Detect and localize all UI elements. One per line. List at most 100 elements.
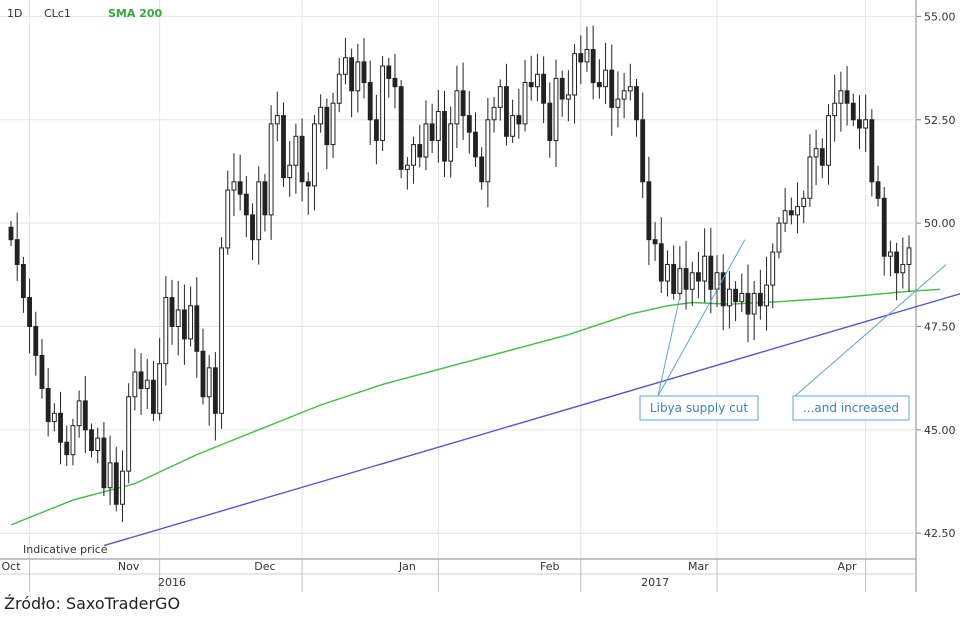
candle-34 — [219, 237, 224, 429]
annotation-text-1: ...and increased — [803, 401, 899, 415]
candle-body-81 — [510, 115, 516, 137]
candle-94 — [590, 25, 596, 100]
candle-body-59 — [373, 119, 379, 141]
candle-40 — [256, 166, 262, 265]
candle-body-103 — [646, 181, 652, 241]
candle-65 — [411, 136, 416, 184]
candle-body-120 — [751, 292, 757, 315]
candle-body-105 — [658, 243, 664, 282]
candle-body-131 — [819, 148, 825, 166]
candle-128 — [801, 190, 807, 224]
candle-97 — [609, 44, 615, 136]
candle-89 — [559, 70, 565, 117]
month-separators — [29, 0, 867, 592]
candle-81 — [510, 99, 516, 143]
candle-57 — [361, 38, 367, 99]
candle-1 — [14, 212, 20, 281]
candle-51 — [324, 98, 330, 170]
candle-body-10 — [70, 425, 76, 456]
candle-4 — [33, 311, 39, 376]
candle-80 — [504, 63, 509, 146]
candle-2 — [20, 256, 26, 313]
candle-139 — [869, 109, 875, 197]
x-month-label-1: Nov — [118, 560, 140, 573]
candle-3 — [27, 278, 32, 354]
candle-body-43 — [274, 115, 280, 125]
candle-105 — [658, 217, 664, 293]
candle-body-83 — [522, 82, 528, 125]
candle-86 — [541, 56, 547, 124]
x-month-label-3: Jan — [398, 560, 416, 573]
candle-138 — [863, 94, 869, 152]
candle-75 — [473, 112, 478, 167]
candle-30 — [194, 277, 200, 378]
candle-body-125 — [782, 210, 788, 224]
candle-140 — [875, 165, 881, 207]
candle-131 — [819, 138, 825, 179]
candle-11 — [76, 390, 82, 438]
candle-19 — [126, 383, 132, 484]
candle-body-24 — [157, 363, 163, 414]
candle-124 — [776, 216, 782, 259]
candle-100 — [627, 63, 633, 101]
candle-body-26 — [169, 297, 175, 327]
x-month-label-2: Dec — [254, 560, 275, 573]
candle-body-6 — [45, 387, 51, 423]
candle-28 — [181, 284, 187, 365]
candle-7 — [51, 403, 57, 432]
candle-74 — [466, 91, 472, 154]
candle-body-124 — [776, 222, 782, 253]
header-interval: 1D — [7, 7, 22, 20]
candle-48 — [305, 172, 311, 215]
candle-68 — [429, 103, 435, 154]
candle-body-108 — [677, 268, 683, 294]
candle-129 — [807, 134, 813, 208]
candle-body-53 — [336, 73, 342, 104]
candle-61 — [386, 57, 392, 98]
candle-body-73 — [460, 90, 466, 117]
candle-body-113 — [708, 255, 714, 290]
candle-126 — [788, 197, 794, 225]
candle-body-140 — [875, 181, 881, 199]
candle-49 — [312, 115, 317, 211]
candle-98 — [615, 71, 621, 128]
candle-79 — [497, 79, 503, 121]
candle-27 — [175, 281, 181, 356]
annotation-box-0 — [639, 395, 759, 421]
candle-body-2 — [20, 263, 26, 299]
candle-body-1 — [14, 239, 20, 265]
candle-143 — [894, 242, 900, 301]
candle-92 — [578, 35, 584, 85]
candle-body-75 — [473, 131, 478, 158]
candle-78 — [491, 96, 497, 133]
candle-106 — [665, 250, 670, 297]
candle-15 — [101, 421, 107, 497]
candle-9 — [64, 425, 70, 466]
candle-body-58 — [367, 82, 373, 121]
candle-body-134 — [838, 90, 844, 104]
candle-body-42 — [268, 123, 274, 216]
candle-108 — [677, 246, 683, 301]
candle-body-109 — [683, 268, 689, 290]
annotation-text-0: Libya supply cut — [650, 401, 748, 415]
candle-8 — [58, 391, 63, 465]
candle-64 — [404, 157, 410, 190]
candle-90 — [565, 70, 571, 122]
candle-body-25 — [163, 297, 169, 365]
candle-133 — [832, 74, 838, 142]
candle-body-97 — [609, 69, 615, 108]
annotation-pointer-0-0 — [657, 296, 681, 397]
candle-body-66 — [417, 144, 423, 158]
x-month-label-5: Mar — [688, 560, 709, 573]
candle-132 — [826, 104, 831, 185]
candle-body-71 — [448, 123, 454, 162]
candle-122 — [764, 256, 769, 331]
sma-200-line — [10, 288, 941, 526]
sma-200-path — [10, 288, 941, 526]
candle-95 — [596, 59, 602, 99]
candle-111 — [696, 251, 701, 299]
indicative-price-label: Indicative price — [23, 543, 108, 556]
candle-109 — [683, 240, 689, 310]
candle-body-72 — [454, 90, 460, 125]
candle-58 — [367, 60, 373, 145]
